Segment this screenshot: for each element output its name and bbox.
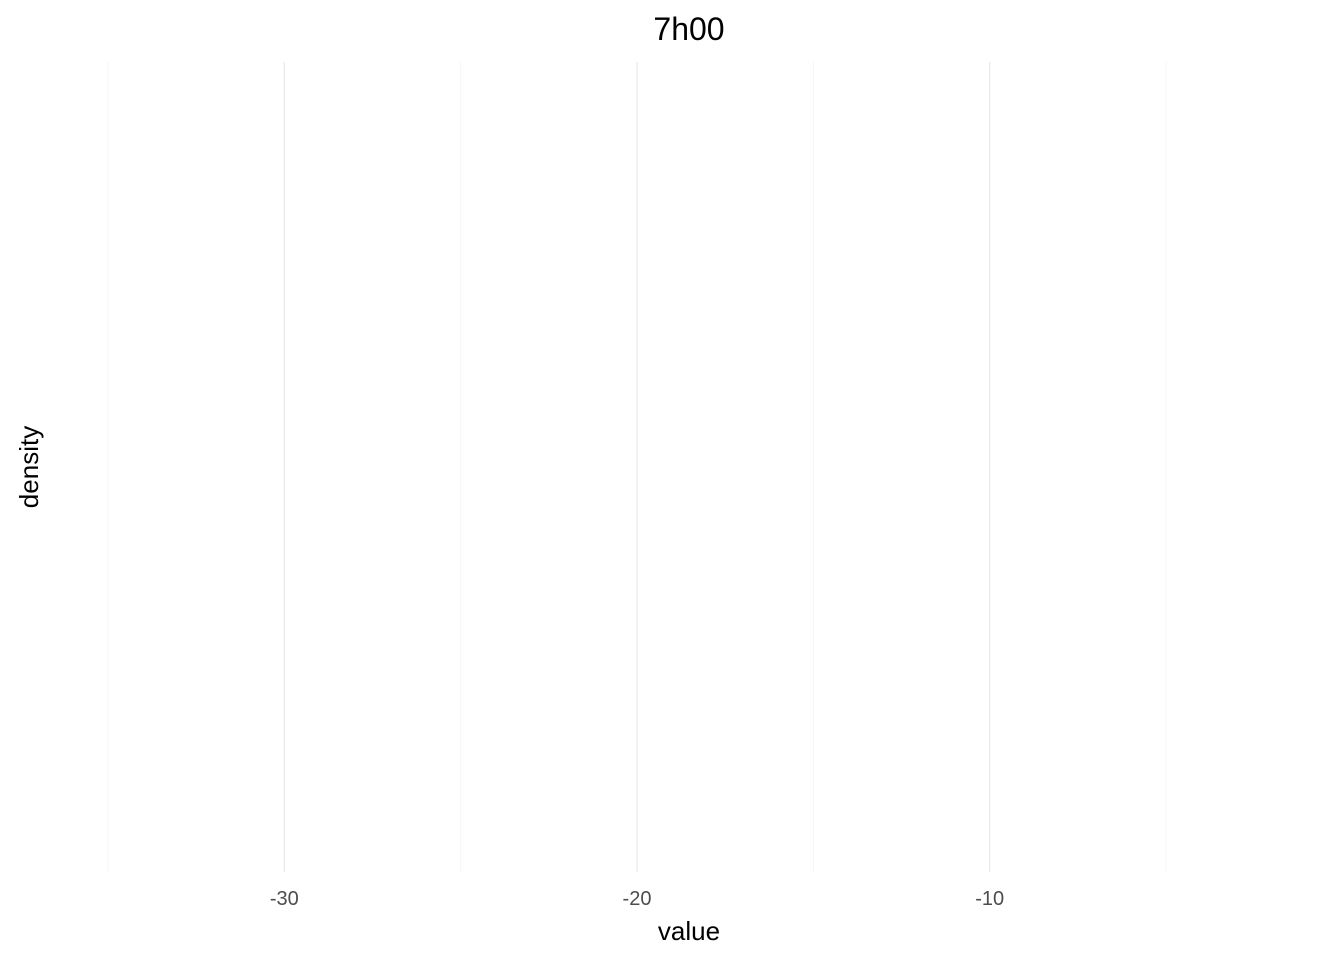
x-tick-label: -30 (270, 888, 299, 910)
x-tick-label: -20 (623, 888, 652, 910)
y-axis-title: density (14, 426, 44, 508)
chart-title: 7h00 (653, 11, 724, 47)
x-tick-label: -10 (975, 888, 1004, 910)
minor-gridlines (107, 62, 1167, 872)
x-axis-title: value (658, 916, 720, 946)
x-tick-labels: -30 -20 -10 (270, 888, 1004, 910)
major-gridlines (283, 62, 991, 872)
